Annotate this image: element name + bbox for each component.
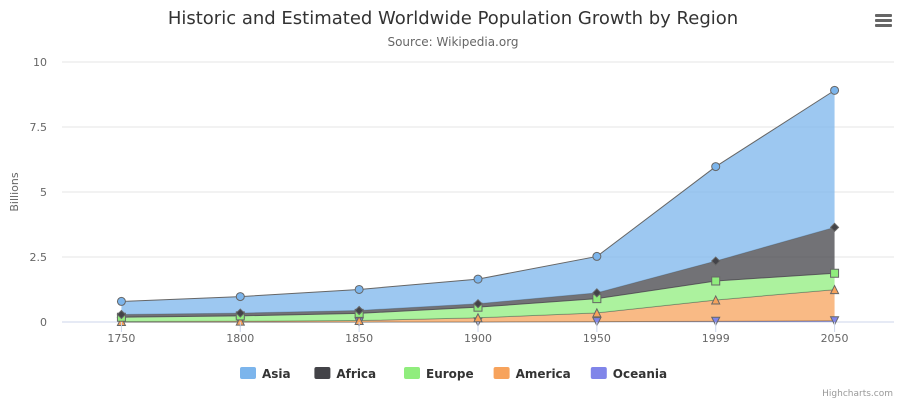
data-point-asia[interactable] [473, 274, 483, 284]
data-point-asia[interactable] [354, 284, 364, 294]
data-point-asia[interactable] [116, 296, 126, 306]
x-tick-label: 1800 [226, 332, 254, 345]
data-point-america[interactable] [473, 312, 483, 323]
x-tick-label: 1900 [464, 332, 492, 345]
data-point-africa[interactable] [235, 308, 245, 318]
data-point-asia[interactable] [711, 162, 721, 172]
y-tick-label: 5 [40, 186, 47, 199]
x-tick-label: 1950 [583, 332, 611, 345]
y-axis-title: Billions [8, 172, 21, 211]
legend-item-europe[interactable]: Europe [404, 367, 474, 381]
legend: Asia Africa Europe America Oceania [240, 367, 667, 381]
legend-swatch-asia [240, 367, 256, 379]
data-point-asia[interactable] [830, 85, 840, 95]
y-tick-label: 2.5 [30, 251, 48, 264]
legend-label-oceania: Oceania [613, 367, 667, 381]
legend-swatch-america [493, 367, 510, 379]
chart-subtitle: Source: Wikipedia.org [387, 35, 518, 49]
data-point-america[interactable] [592, 307, 602, 318]
legend-item-america[interactable]: America [493, 367, 571, 381]
data-point-europe[interactable] [711, 276, 721, 286]
legend-swatch-europe [404, 367, 420, 379]
legend-item-africa[interactable]: Africa [314, 367, 376, 381]
legend-label-america: America [516, 367, 571, 381]
area-asia [121, 90, 835, 315]
axes: 0 2.5 5 7.5 10 1750 1800 1850 1900 1950 1999 2050 [30, 56, 849, 345]
data-point-oceania[interactable] [710, 316, 721, 327]
area-africa [121, 227, 835, 318]
x-tick-label: 1850 [345, 332, 373, 345]
legend-label-asia: Asia [262, 367, 291, 381]
x-tick-label: 1750 [107, 332, 135, 345]
credits-link[interactable]: Highcharts.com [822, 389, 893, 399]
legend-label-africa: Africa [336, 367, 376, 381]
data-point-asia[interactable] [235, 292, 245, 302]
legend-item-asia[interactable]: Asia [240, 367, 291, 381]
series-markers [116, 85, 840, 328]
area-america [121, 289, 835, 322]
y-tick-label: 10 [33, 56, 47, 69]
hamburger-menu-icon[interactable] [875, 13, 893, 29]
data-point-africa[interactable] [473, 299, 483, 309]
data-point-africa[interactable] [711, 256, 721, 266]
legend-swatch-oceania [590, 367, 607, 379]
legend-label-europe: Europe [426, 367, 474, 381]
data-point-africa[interactable] [354, 305, 364, 316]
chart-title: Historic and Estimated Worldwide Populat… [168, 8, 738, 29]
data-point-africa[interactable] [829, 222, 840, 233]
data-point-america[interactable] [829, 284, 840, 295]
legend-swatch-africa [314, 367, 331, 379]
y-tick-label: 7.5 [30, 121, 48, 134]
data-point-oceania[interactable] [829, 316, 840, 326]
x-tick-label: 2050 [821, 332, 849, 345]
series-areas [121, 89, 835, 323]
data-point-oceania[interactable] [592, 317, 602, 327]
y-tick-label: 0 [40, 316, 47, 329]
legend-item-oceania[interactable]: Oceania [590, 367, 667, 381]
data-point-africa[interactable] [592, 288, 602, 298]
data-point-asia[interactable] [592, 251, 602, 261]
data-point-europe[interactable] [830, 268, 840, 278]
data-point-africa[interactable] [116, 309, 127, 320]
x-tick-label: 1999 [702, 332, 730, 345]
data-point-america[interactable] [710, 294, 721, 305]
